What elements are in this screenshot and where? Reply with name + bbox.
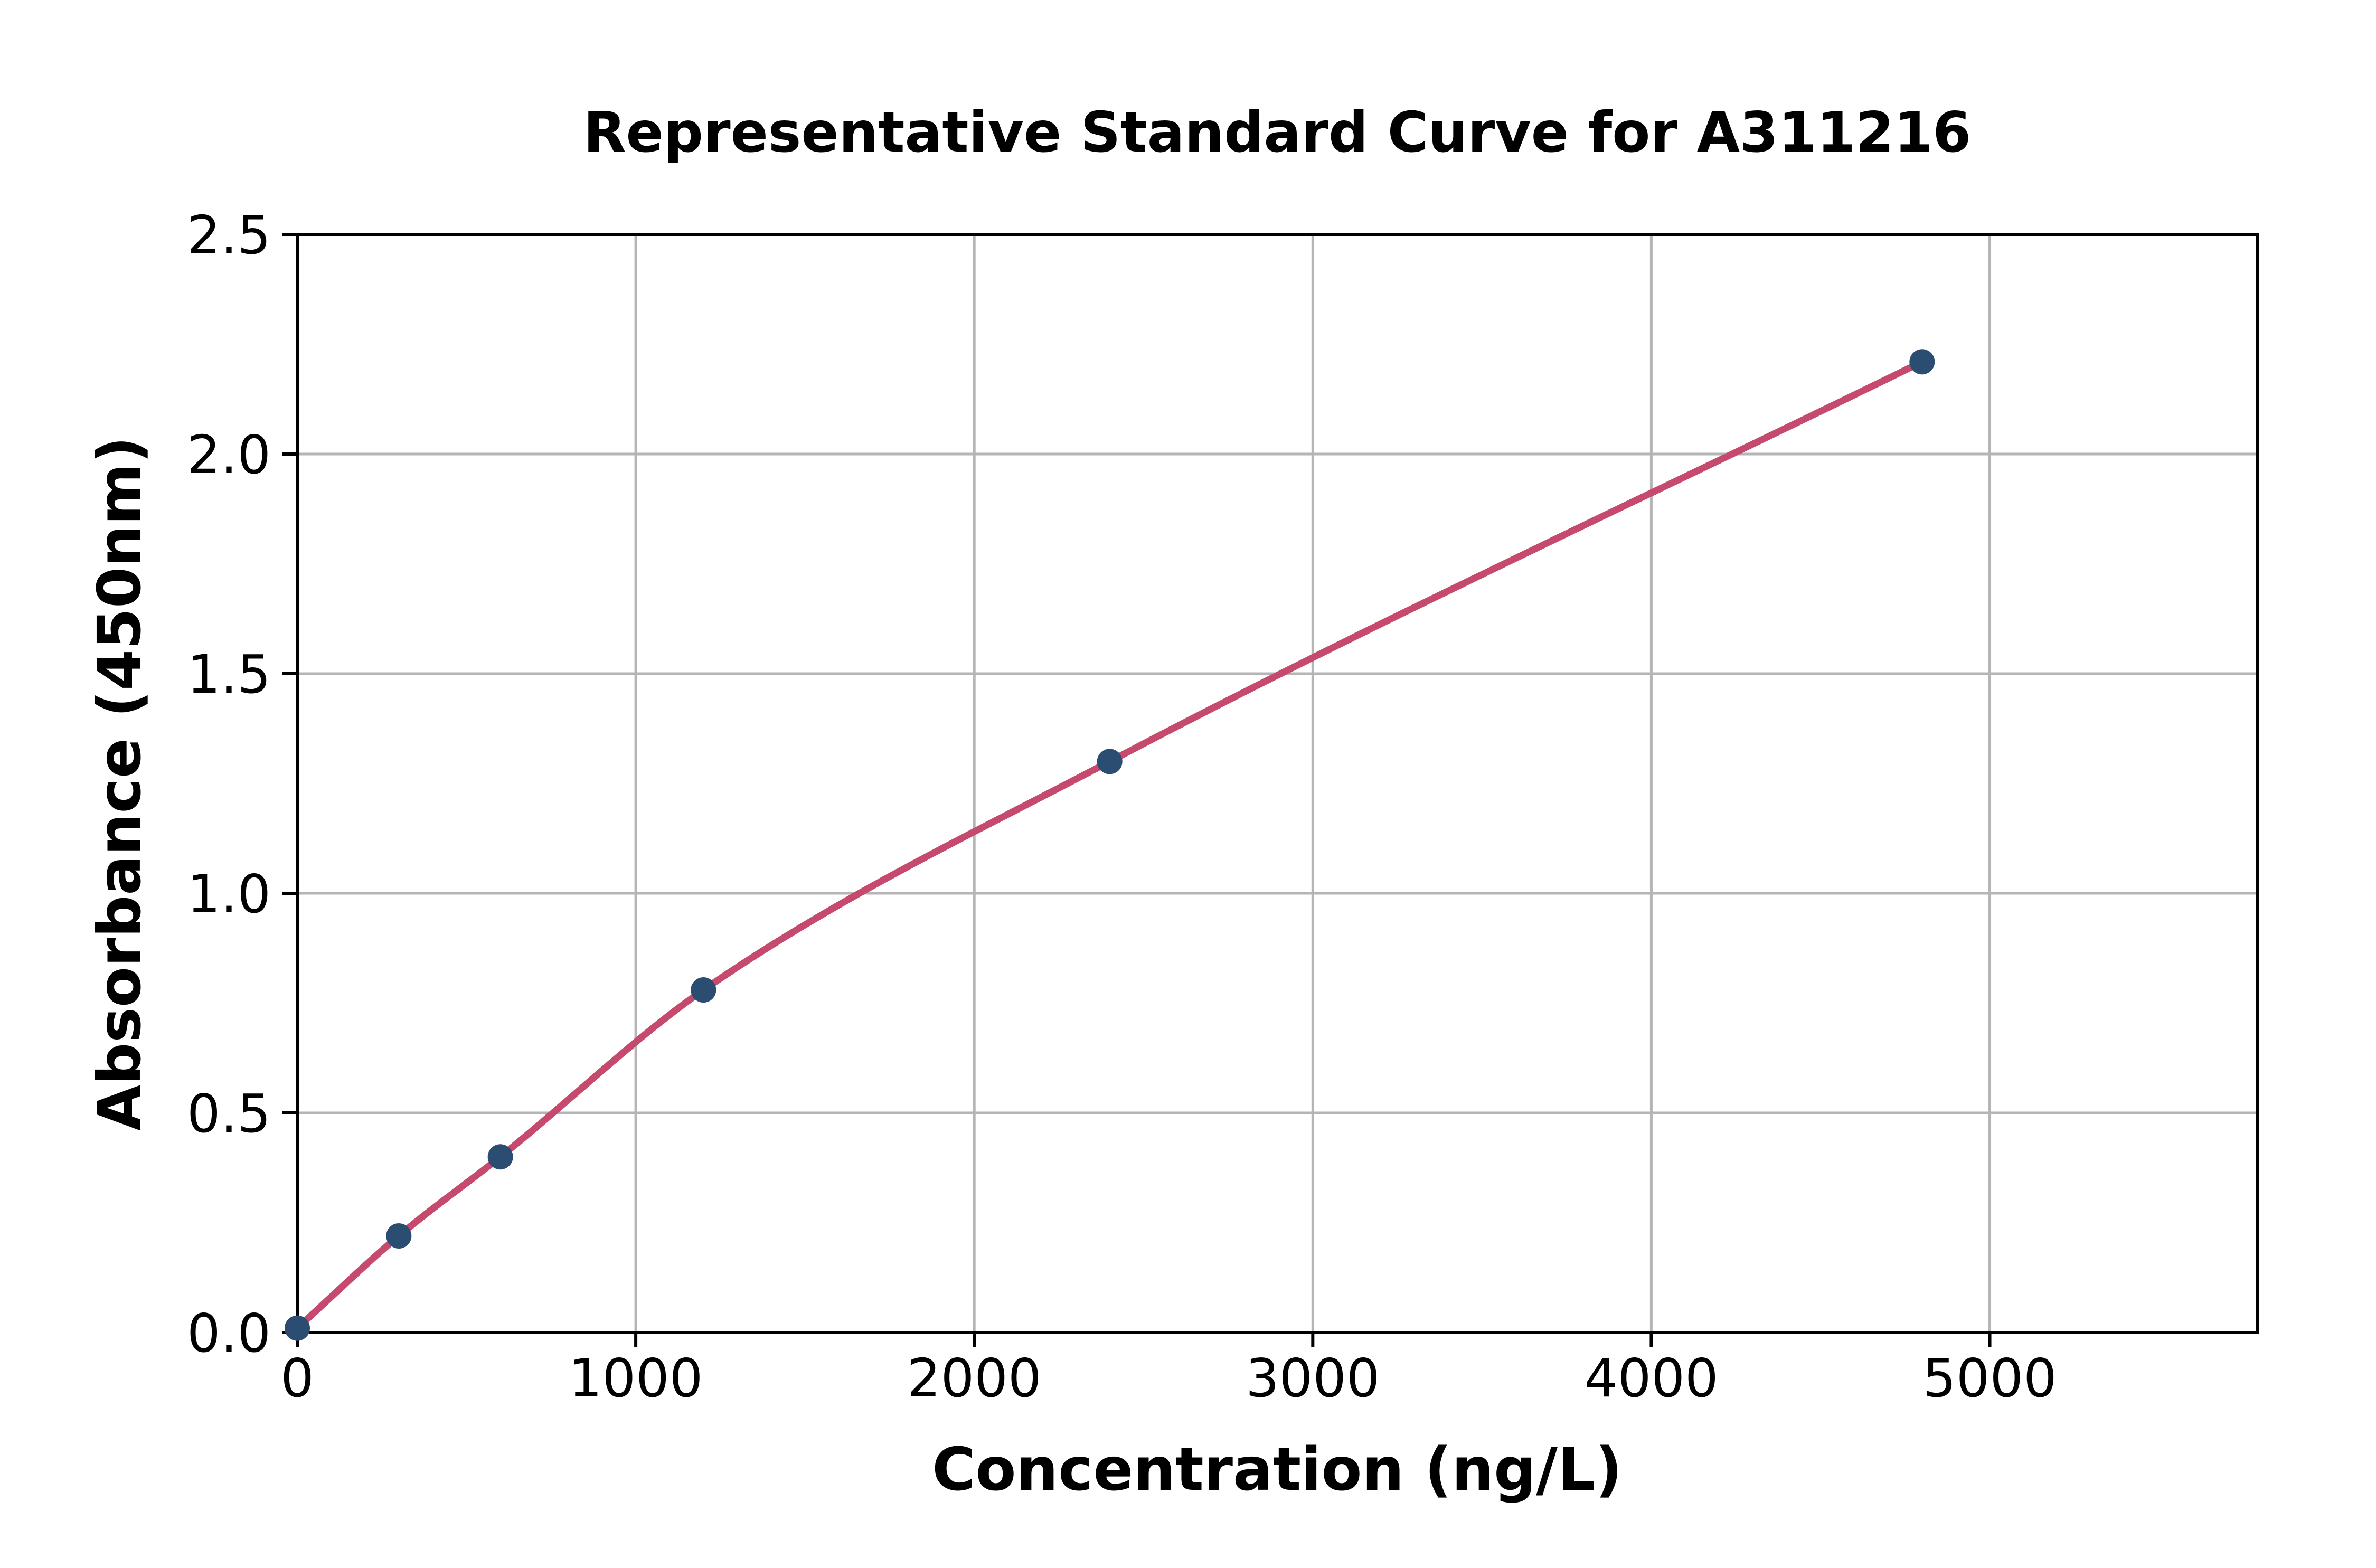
grid-lines xyxy=(297,233,2257,1333)
x-tick-label: 2000 xyxy=(907,1347,1042,1409)
y-tick-label: 0.5 xyxy=(187,1083,271,1145)
data-point xyxy=(285,1315,310,1341)
plot-frame xyxy=(296,233,2259,1334)
fit-curve-line xyxy=(294,358,1926,1332)
data-point xyxy=(1909,349,1935,375)
x-tick-label: 5000 xyxy=(1922,1347,2057,1409)
y-tick-label: 1.5 xyxy=(187,644,271,705)
y-tick-label: 0.0 xyxy=(187,1302,271,1364)
y-tick-label: 2.0 xyxy=(187,424,271,486)
x-axis-label: Concentration (ng/L) xyxy=(932,1435,1622,1504)
y-axis-label: Absorbance (450nm) xyxy=(86,436,154,1130)
data-point xyxy=(487,1144,513,1170)
x-tick-label: 4000 xyxy=(1584,1347,1719,1409)
x-tick-label: 0 xyxy=(280,1347,314,1409)
y-tick-labels: 0.0 0.5 1.0 1.5 2.0 2.5 xyxy=(187,204,271,1364)
x-tick-label: 1000 xyxy=(569,1347,703,1409)
axis-ticks xyxy=(282,233,1992,1347)
x-tick-label: 3000 xyxy=(1246,1347,1380,1409)
y-tick-label: 1.0 xyxy=(187,863,271,925)
y-tick-label: 2.5 xyxy=(187,204,271,266)
data-point xyxy=(386,1223,412,1249)
chart-title: Representative Standard Curve for A31121… xyxy=(583,100,1972,165)
data-points xyxy=(285,349,1935,1341)
x-tick-labels: 0 1000 2000 3000 4000 5000 xyxy=(280,1347,2057,1409)
data-point xyxy=(1097,749,1123,774)
data-point xyxy=(691,977,716,1003)
